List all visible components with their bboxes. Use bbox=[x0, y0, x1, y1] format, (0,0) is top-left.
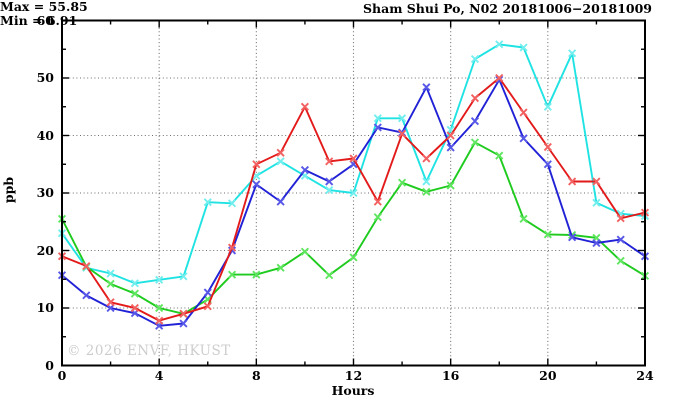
x-tick-label: 12 bbox=[344, 368, 363, 383]
max-value-label: Max = 55.85 bbox=[0, 0, 88, 14]
x-tick-label: 20 bbox=[539, 368, 557, 383]
max-min-annotation: Max = 55.85 Min = 6.91 bbox=[0, 0, 674, 28]
y-tick-label: 30 bbox=[36, 185, 54, 200]
x-axis-title: Hours bbox=[331, 383, 375, 398]
x-tick-label: 4 bbox=[154, 368, 164, 383]
x-tick-label: 0 bbox=[57, 368, 67, 383]
x-tick-label: 24 bbox=[636, 368, 654, 383]
y-tick-label: 50 bbox=[36, 70, 54, 85]
y-tick-label: 0 bbox=[45, 357, 54, 373]
y-tick-label: 20 bbox=[36, 242, 54, 258]
watermark: © 2026 ENVF, HKUST bbox=[67, 343, 231, 359]
y-tick-label: 10 bbox=[36, 300, 54, 315]
min-value-label: Min = 6.91 bbox=[0, 13, 78, 28]
y-tick-label: 60 bbox=[36, 12, 54, 28]
axis-ticks bbox=[61, 19, 646, 367]
x-tick-label: 16 bbox=[441, 368, 460, 383]
y-tick-label: 40 bbox=[36, 127, 54, 143]
x-tick-label: 8 bbox=[251, 368, 261, 383]
chart-title: Sham Shui Po, N02 20181006−20181009 bbox=[362, 1, 652, 16]
